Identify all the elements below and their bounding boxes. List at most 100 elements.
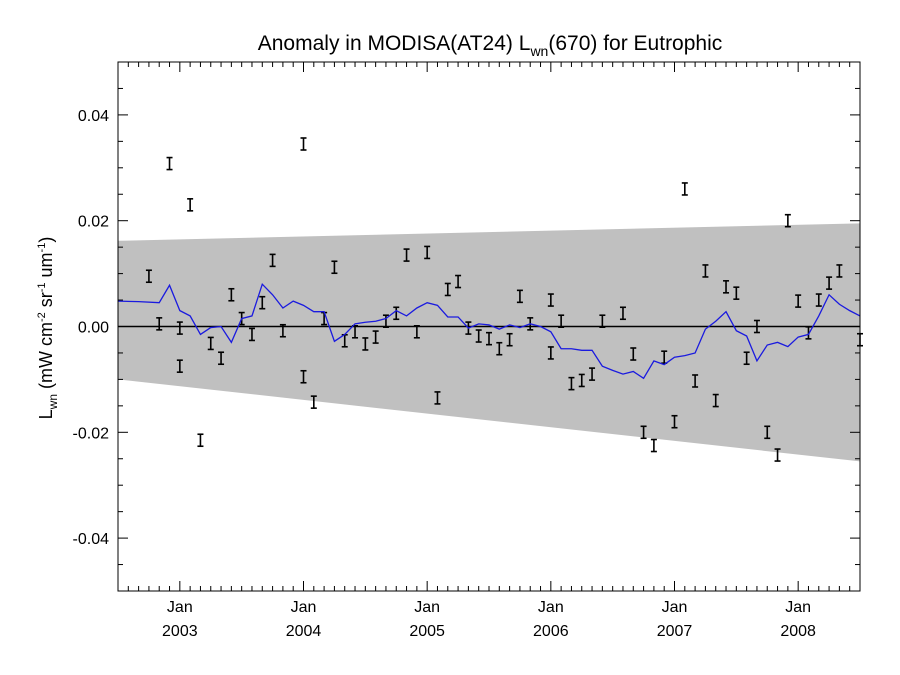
errorbar-point: [403, 248, 410, 262]
errorbar-point: [218, 351, 225, 366]
y-label-unit-open: (mW cm: [36, 322, 56, 394]
errorbar-point: [589, 367, 596, 381]
x-tick-label-year: 2003: [162, 623, 198, 640]
errorbar-point: [475, 329, 482, 343]
x-tick-label-year: 2004: [286, 623, 322, 640]
errorbar-point: [362, 337, 369, 351]
x-tick-label-year: 2006: [533, 623, 569, 640]
errorbar-point: [640, 425, 647, 440]
errorbar-point: [506, 332, 513, 347]
errorbar-point: [248, 327, 255, 342]
errorbar-point: [176, 321, 183, 335]
errorbar-point: [486, 331, 492, 346]
y-label-base-sub: wn: [46, 394, 60, 410]
errorbar-point: [393, 306, 400, 321]
y-tick-label: -0.02: [73, 425, 110, 442]
y-tick-labels: 0.04 0.02 0.00 -0.02 -0.04: [73, 108, 110, 548]
y-label-base: L: [36, 409, 56, 419]
errorbar-point: [784, 213, 791, 228]
errorbar-point: [805, 326, 812, 340]
x-tick-label-year: 2005: [409, 623, 445, 640]
errorbar-point: [578, 373, 585, 388]
errorbar-point: [630, 347, 637, 361]
errorbar-point: [455, 274, 462, 289]
errorbar-point: [795, 294, 802, 308]
x-tick-label-month: Jan: [785, 599, 811, 616]
x-tick-labels: Jan 2003 Jan 2004 Jan 2005 Jan 2006 Jan 2007 Jan 20…: [162, 599, 816, 640]
errorbar-point: [496, 341, 503, 356]
errorbar-point: [619, 306, 626, 321]
errorbar-series: [145, 137, 863, 462]
errorbar-point: [300, 369, 307, 384]
errorbar-point: [836, 264, 843, 278]
errorbar-point: [259, 295, 266, 310]
chart-title-subscript: wn: [529, 43, 548, 59]
y-label-mid2: um: [36, 252, 56, 282]
y-label-sup1: -2: [36, 312, 48, 322]
errorbar-point: [753, 319, 760, 334]
errorbar-point: [516, 289, 523, 304]
errorbar-point: [156, 317, 163, 331]
x-tick-label-year: 2008: [780, 623, 816, 640]
y-label-sup3: -1: [36, 243, 48, 253]
chart-title: Anomaly in MODISA(AT24) Lwn(670) for Eut…: [258, 32, 723, 59]
x-tick-label-month: Jan: [291, 599, 317, 616]
x-tick-label-year: 2007: [657, 623, 693, 640]
errorbar-point: [547, 346, 554, 360]
errorbar-point: [444, 282, 451, 297]
errorbar-point: [197, 433, 204, 448]
errorbar-point: [207, 336, 214, 351]
errorbar-point: [774, 448, 781, 462]
errorbar-point: [176, 359, 183, 373]
axis-ticks: [117, 61, 861, 592]
errorbar-point: [650, 438, 657, 453]
x-tick-label-month: Jan: [167, 599, 193, 616]
x-tick-label: Jan 2006: [533, 599, 569, 640]
errorbar-point: [228, 287, 235, 302]
y-tick-label: 0.04: [78, 108, 109, 125]
x-tick-label-month: Jan: [662, 599, 688, 616]
errorbar-point: [733, 286, 740, 300]
y-label-mid1: sr: [36, 292, 56, 312]
x-tick-label: Jan 2008: [780, 599, 816, 640]
y-tick-label: 0.00: [78, 320, 109, 337]
chart-title-suffix: (670) for Eutrophic: [548, 32, 722, 55]
errorbar-point: [372, 330, 379, 344]
x-tick-label: Jan 2005: [409, 599, 445, 640]
y-label-close: ): [36, 237, 56, 243]
errorbar-point: [815, 293, 822, 307]
errorbar-point: [599, 314, 606, 329]
errorbar-point: [723, 280, 730, 294]
x-tick-label: Jan 2004: [286, 599, 322, 640]
trend-line-series: [117, 282, 861, 380]
errorbar-point: [382, 314, 389, 329]
errorbar-point: [826, 276, 833, 290]
plot-area: 0.040.020.00-0.02-0.04 Jan2003Jan2004Jan…: [73, 61, 863, 640]
y-axis-label: Lwn (mW cm-2 sr-1 um-1): [36, 237, 60, 420]
x-tick-label: Jan 2007: [657, 599, 693, 640]
errorbar-point: [269, 253, 276, 268]
errorbar-point: [434, 391, 441, 405]
errorbar-point: [310, 395, 317, 409]
errorbar-point: [300, 137, 307, 151]
x-tick-label: Jan 2003: [162, 599, 198, 640]
errorbar-point: [702, 264, 709, 278]
chart-title-prefix: Anomaly in MODISA(AT24) L: [258, 32, 531, 55]
errorbar-point: [424, 245, 431, 260]
x-tick-label-month: Jan: [414, 599, 440, 616]
errorbar-point: [681, 182, 688, 196]
x-tick-label-month: Jan: [538, 599, 564, 616]
errorbar-point: [331, 260, 338, 275]
y-tick-label: -0.04: [73, 531, 110, 548]
errorbar-point: [547, 293, 554, 307]
y-tick-label: 0.02: [78, 214, 109, 231]
y-label-sup2: -1: [36, 282, 48, 292]
errorbar-point: [568, 376, 575, 391]
errorbar-point: [692, 374, 699, 388]
errorbar-point: [558, 314, 565, 329]
errorbar-point: [145, 269, 152, 284]
errorbar-point: [413, 324, 420, 339]
errorbar-point: [743, 351, 750, 366]
errorbar-point: [764, 425, 771, 440]
errorbar-point: [187, 198, 194, 212]
